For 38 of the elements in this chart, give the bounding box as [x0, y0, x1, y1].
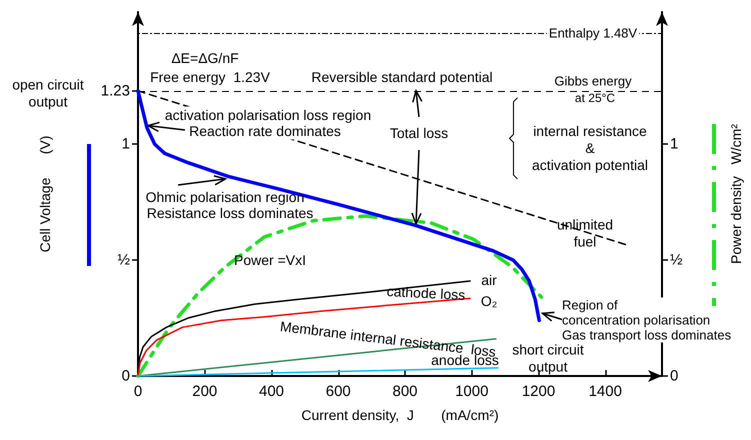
annotation: internal resistance & activation potential [532, 123, 648, 173]
y2-tick-label: ½ [670, 252, 683, 269]
y-tick-label: ½ [117, 252, 130, 269]
annotation: cathode loss [386, 283, 466, 303]
annotation: Resistance loss dominates [146, 205, 314, 221]
x-tick-label: 1400 [588, 383, 622, 400]
y-tick-label: 1 [122, 136, 130, 153]
annotation: Total loss [390, 125, 448, 141]
y-axis-title: Cell Voltage (V) [37, 136, 53, 252]
annotation: Ohmic polarisation region [146, 189, 304, 205]
x-tick-label: 400 [258, 383, 284, 400]
x-tick-label: 200 [192, 383, 218, 400]
y2-tick-label: 1 [670, 136, 678, 153]
x-tick-label: 0 [134, 383, 142, 400]
annotation: short circuit output [512, 342, 584, 374]
annotation: Free energy 1.23V [150, 69, 271, 85]
x-tick-label: 800 [392, 383, 418, 400]
x-tick-label: 1200 [522, 383, 556, 400]
ref-line-label: Gibbs energy [554, 73, 632, 88]
annotation: ΔE=ΔG/nF [171, 50, 239, 66]
annotation: unlimited fuel [556, 216, 614, 250]
y2-axis-title: Power density W/cm² [728, 124, 744, 264]
annotation: Reaction rate dominates [189, 123, 341, 139]
x-tick-label: 600 [326, 383, 351, 400]
y2-tick-label: 0 [670, 368, 678, 384]
x-axis-title: Current density, J (mA/cm²) [301, 407, 499, 423]
annotation: activation polarisation loss region [164, 107, 372, 123]
annotation: Power =VxI [234, 252, 306, 268]
ref-line-label: Enthalpy 1.48V [548, 25, 638, 40]
y-tick-label: 1.23 [100, 82, 130, 100]
annotation: air [481, 272, 498, 288]
text: open circuit output [12, 76, 84, 110]
annotation: at 25°C [574, 91, 616, 105]
annotation: Reversible standard potential [311, 69, 493, 85]
x-tick-label: 1000 [455, 383, 488, 400]
annotation: Region of concentration polarisation Gas transport loss dominates [562, 298, 732, 342]
y-tick-label: 0 [122, 368, 130, 384]
annotation: O₂ [480, 293, 498, 309]
